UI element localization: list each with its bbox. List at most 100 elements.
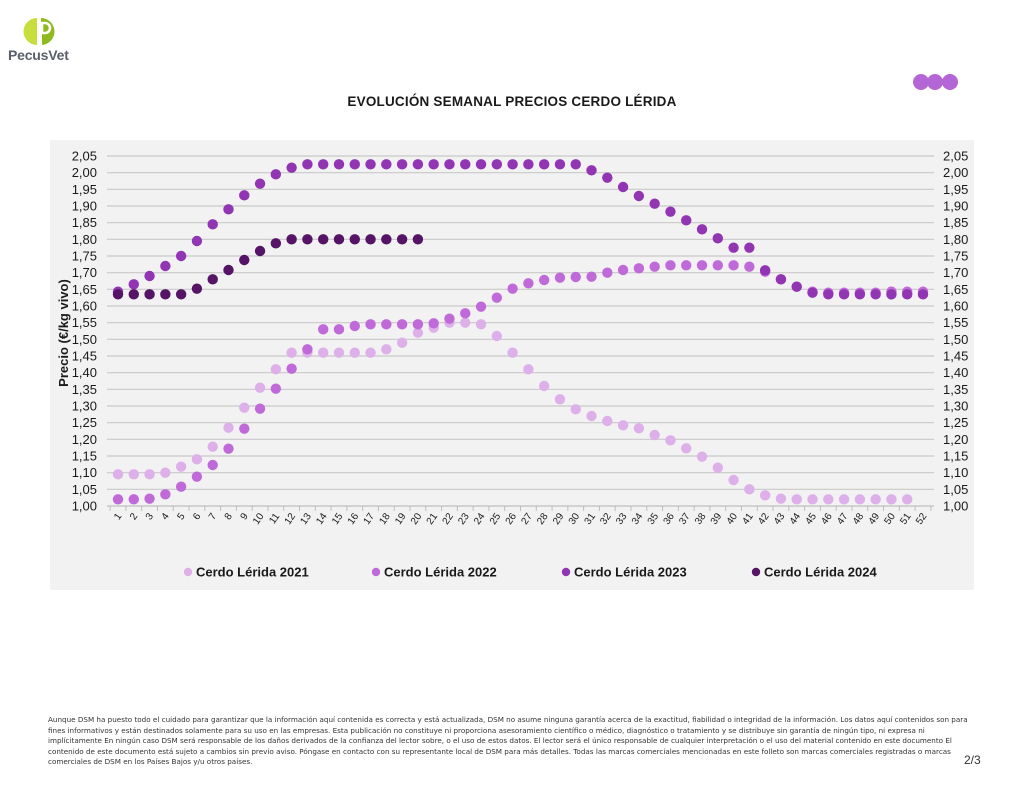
data-point: [144, 270, 155, 282]
x-tick-label: 49: [867, 511, 883, 527]
y-tick-label-right: 1,70: [943, 265, 968, 280]
data-point: [191, 235, 203, 247]
y-tick-label: 1,20: [72, 432, 97, 447]
x-tick-label: 3: [144, 511, 156, 522]
data-point: [381, 319, 392, 330]
data-point: [681, 215, 692, 226]
x-tick-label: 14: [314, 511, 330, 527]
data-point: [870, 289, 881, 300]
legend: Cerdo Lérida 2021 Cerdo Lérida 2022 Cerdo …: [183, 565, 877, 580]
y-tick-label: 1,40: [72, 365, 97, 380]
data-point: [286, 162, 297, 173]
data-point: [602, 172, 613, 183]
data-point: [412, 234, 424, 245]
y-tick-label-right: 2,00: [943, 165, 968, 180]
data-point: [349, 347, 360, 358]
data-point: [175, 289, 187, 300]
x-tick-label: 28: [535, 511, 551, 527]
y-tick-label: 1,30: [72, 399, 97, 414]
data-point: [460, 308, 471, 319]
data-point: [902, 494, 913, 505]
y-tick-label-right: 1,15: [943, 449, 968, 464]
data-point: [223, 264, 234, 276]
data-point: [460, 159, 471, 170]
data-point: [791, 281, 802, 292]
x-tick-label: 22: [441, 511, 457, 527]
data-point: [617, 181, 629, 193]
x-axis: 1 2 3 4 5 6 7 8 9 10 11 12 13 14 15 16 17 18 19 20 21 22 23 24 2…: [107, 505, 934, 527]
data-point: [349, 320, 360, 332]
data-point: [570, 271, 581, 283]
data-point: [633, 423, 645, 434]
data-point: [270, 364, 282, 375]
data-point: [175, 461, 187, 472]
data-point: [554, 272, 566, 283]
legend-marker: [561, 567, 571, 577]
data-point: [381, 159, 392, 170]
data-point: [365, 347, 376, 358]
data-point: [112, 469, 124, 480]
y-tick-label: 1,25: [72, 415, 97, 430]
y-tick-label-right: 1,50: [943, 332, 968, 347]
data-point: [112, 494, 124, 505]
data-point: [902, 289, 913, 300]
data-point: [807, 287, 818, 298]
data-point: [823, 289, 834, 300]
data-point: [239, 254, 250, 266]
data-point: [681, 443, 692, 454]
x-tick-label: 7: [207, 511, 219, 522]
data-point: [175, 481, 187, 492]
data-point: [712, 260, 724, 271]
series-2: [112, 260, 929, 505]
y-axis-right: 1,00 1,05 1,101,15 1,20 1,251,30 1,35 1,401,45…: [943, 149, 968, 514]
y-tick-label: 1,10: [72, 465, 97, 480]
data-point: [681, 260, 692, 271]
data-point: [207, 219, 218, 230]
data-point: [191, 283, 203, 294]
y-tick-label: 1,80: [72, 232, 97, 247]
data-point: [144, 493, 155, 504]
data-point: [838, 289, 850, 300]
legend-item: Cerdo Lérida 2022: [371, 565, 497, 580]
data-point: [507, 347, 518, 358]
decor-dot: [942, 74, 958, 90]
legend-marker: [183, 567, 193, 577]
data-point: [112, 289, 124, 300]
y-tick-label: 1,85: [72, 215, 97, 230]
data-point: [649, 429, 660, 441]
legend-marker: [371, 567, 381, 577]
data-point: [349, 159, 360, 170]
x-tick-label: 45: [804, 511, 820, 527]
data-point: [191, 471, 203, 482]
y-tick-label-right: 1,60: [943, 299, 968, 314]
data-point: [381, 234, 392, 245]
x-tick-label: 46: [819, 511, 835, 527]
y-tick-label-right: 1,65: [943, 282, 968, 297]
x-tick-label: 44: [788, 511, 804, 527]
data-point: [365, 159, 376, 170]
data-point: [460, 317, 471, 328]
x-tick-label: 50: [882, 511, 898, 527]
data-point: [365, 319, 376, 330]
x-tick-label: 2: [128, 511, 140, 522]
x-tick-label: 51: [898, 511, 914, 527]
x-tick-label: 5: [175, 511, 187, 522]
x-tick-label: 16: [346, 511, 362, 527]
data-point: [365, 234, 376, 245]
x-tick-label: 26: [504, 511, 520, 527]
data-point: [223, 204, 234, 215]
y-tick-label: 1,05: [72, 482, 97, 497]
data-point: [507, 159, 518, 170]
data-point: [854, 289, 866, 300]
data-point: [128, 279, 139, 290]
data-point: [728, 242, 739, 253]
x-tick-label: 40: [725, 511, 741, 527]
data-point: [917, 289, 929, 300]
x-tick-label: 32: [598, 511, 614, 527]
x-tick-label: 23: [456, 511, 472, 527]
x-tick-label: 6: [191, 511, 203, 522]
data-point: [759, 490, 771, 501]
y-tick-label: 1,90: [72, 199, 97, 214]
data-point: [491, 292, 503, 303]
data-point: [807, 494, 818, 505]
